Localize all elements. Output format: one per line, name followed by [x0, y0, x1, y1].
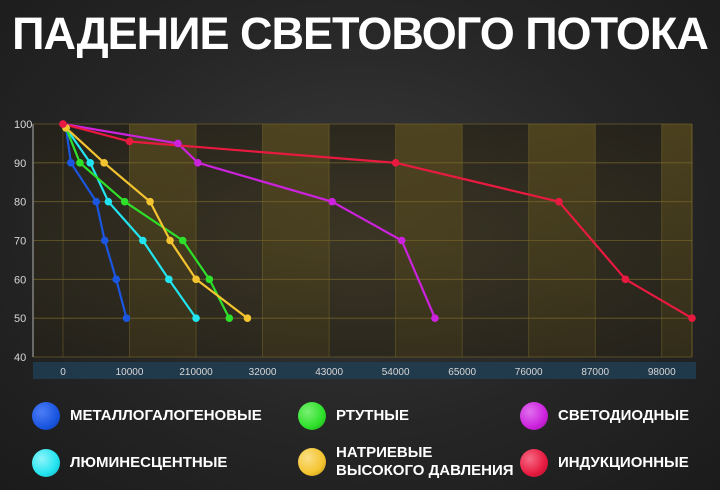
- legend-item-metal-halide: МЕТАЛЛОГАЛОГЕНОВЫЕ: [32, 402, 262, 430]
- data-point-2: [225, 314, 234, 322]
- series-line-3: [65, 127, 249, 320]
- y-tick-label: 80: [14, 197, 26, 209]
- data-point-2: [205, 275, 214, 284]
- y-axis-ticks: 100 90 80 70 60 50 40: [14, 119, 32, 364]
- data-point-3: [243, 314, 252, 322]
- y-tick-label: 50: [14, 313, 26, 325]
- data-point-2: [120, 197, 129, 206]
- data-point-5: [125, 137, 134, 146]
- data-point-0: [67, 159, 75, 167]
- x-tick-label: 0: [60, 367, 66, 378]
- data-point-5: [621, 275, 630, 284]
- data-point-0: [122, 314, 131, 322]
- data-point-5: [555, 197, 563, 206]
- series-line-1: [65, 127, 198, 319]
- data-point-4: [194, 159, 202, 167]
- series-points: [59, 120, 696, 322]
- legend-swatch-mercury: [298, 402, 326, 430]
- legend-item-induction: ИНДУКЦИОННЫЕ: [520, 449, 689, 477]
- data-point-1: [192, 314, 200, 322]
- data-point-3: [192, 275, 200, 284]
- legend-swatch-induction: [520, 449, 548, 477]
- legend-item-fluorescent: ЛЮМИНЕСЦЕНТНЫЕ: [32, 449, 227, 477]
- data-point-4: [174, 139, 182, 148]
- data-point-0: [100, 236, 109, 245]
- legend-swatch-metal-halide: [32, 402, 60, 430]
- legend-label-mercury: РТУТНЫЕ: [336, 407, 409, 424]
- series-line-4: [62, 122, 437, 319]
- series-lines: [62, 122, 693, 320]
- legend-swatch-led: [520, 402, 548, 430]
- data-point-3: [166, 236, 174, 245]
- data-point-4: [397, 236, 406, 245]
- chart-title: ПАДЕНИЕ СВЕТОВОГО ПОТОКА: [12, 8, 709, 59]
- legend-swatch-hps: [298, 448, 326, 476]
- y-tick-label: 40: [14, 352, 26, 364]
- data-point-3: [146, 197, 154, 206]
- x-tick-label: 98000: [648, 367, 676, 378]
- y-tick-label: 60: [14, 274, 26, 286]
- data-point-1: [139, 236, 147, 245]
- data-point-4: [431, 314, 439, 322]
- data-point-3: [100, 159, 108, 167]
- y-tick-label: 90: [14, 158, 26, 170]
- legend-item-led: СВЕТОДИОДНЫЕ: [520, 402, 689, 430]
- data-point-0: [92, 197, 101, 206]
- data-point-1: [104, 197, 113, 206]
- data-point-1: [86, 159, 95, 167]
- data-point-2: [76, 159, 84, 167]
- x-tick-label: 210000: [179, 367, 213, 378]
- legend-label-hps: НАТРИЕВЫЕ ВЫСОКОГО ДАВЛЕНИЯ: [336, 444, 514, 479]
- data-point-5: [391, 159, 400, 167]
- series-line-2: [64, 127, 231, 319]
- legend-item-mercury: РТУТНЫЕ: [298, 402, 409, 430]
- legend-label-fluorescent: ЛЮМИНЕСЦЕНТНЫЕ: [70, 454, 228, 471]
- x-tick-label: 10000: [116, 367, 144, 378]
- x-tick-label: 32000: [249, 367, 277, 378]
- data-point-5: [688, 314, 696, 322]
- series-line-5: [62, 122, 693, 320]
- data-point-1: [165, 275, 173, 284]
- legend-label-led: СВЕТОДИОДНЫЕ: [558, 407, 690, 424]
- x-tick-label: 43000: [315, 367, 343, 378]
- data-point-4: [328, 197, 336, 206]
- legend-swatch-fluorescent: [32, 449, 60, 477]
- y-tick-label: 70: [14, 236, 26, 248]
- y-tick-label: 100: [14, 119, 32, 131]
- legend-label-metal-halide: МЕТАЛЛОГАЛОГЕНОВЫЕ: [70, 407, 262, 424]
- data-point-0: [112, 275, 121, 284]
- x-tick-label: 76000: [515, 367, 543, 378]
- x-axis-band: [33, 362, 696, 379]
- legend-label-induction: ИНДУКЦИОННЫЕ: [558, 454, 689, 471]
- data-point-5: [59, 120, 67, 128]
- series-line-0: [64, 127, 128, 319]
- x-tick-label: 65000: [448, 367, 476, 378]
- x-axis-band-rect: [33, 362, 696, 379]
- x-tick-label: 87000: [581, 367, 609, 378]
- x-axis-ticks: 0 10000 210000 32000 43000 54000 65000 76000 870…: [60, 367, 676, 378]
- data-point-2: [178, 236, 187, 245]
- legend-item-hps: НАТРИЕВЫЕ ВЫСОКОГО ДАВЛЕНИЯ: [298, 444, 514, 480]
- x-tick-label: 54000: [382, 367, 410, 378]
